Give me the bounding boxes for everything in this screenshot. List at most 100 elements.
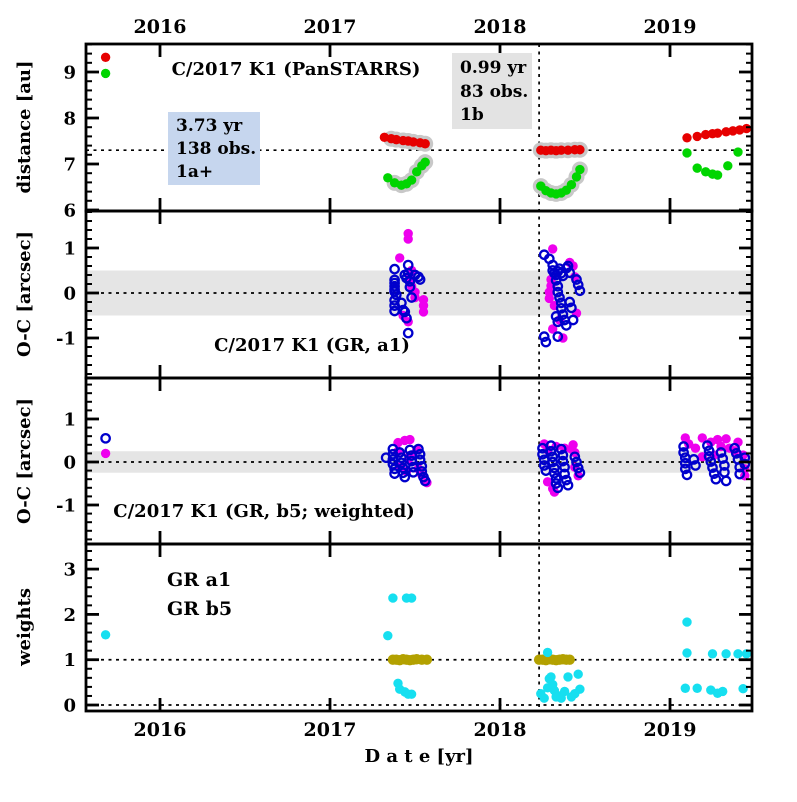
panel-points bbox=[100, 593, 752, 703]
data-point bbox=[562, 260, 574, 272]
data-point bbox=[692, 131, 702, 142]
data-point bbox=[568, 440, 578, 450]
data-point bbox=[556, 145, 566, 155]
data-point bbox=[571, 456, 582, 468]
data-point bbox=[100, 448, 111, 459]
data-point bbox=[389, 263, 400, 275]
data-point bbox=[550, 311, 562, 322]
data-point bbox=[550, 472, 562, 484]
data-point bbox=[549, 467, 560, 479]
data-point bbox=[678, 441, 689, 452]
data-point bbox=[692, 683, 702, 693]
panel1-ylabel: distance [au] bbox=[14, 60, 35, 193]
data-point bbox=[567, 314, 579, 326]
solution-1b-line-3: 1b bbox=[460, 105, 484, 125]
data-point bbox=[564, 267, 576, 279]
data-point bbox=[734, 468, 746, 480]
data-point bbox=[563, 672, 573, 682]
data-point bbox=[406, 175, 417, 185]
data-point bbox=[707, 462, 718, 473]
data-point bbox=[682, 617, 692, 627]
y-tick-label: 0 bbox=[63, 283, 76, 304]
data-point bbox=[549, 462, 560, 474]
data-point bbox=[564, 654, 575, 665]
data-point bbox=[406, 689, 417, 699]
data-point bbox=[406, 593, 417, 603]
x-tick-label-bottom: 2016 bbox=[134, 719, 187, 741]
data-point bbox=[540, 336, 552, 348]
data-point bbox=[575, 164, 585, 175]
data-point bbox=[730, 448, 742, 459]
data-point bbox=[420, 139, 430, 149]
data-point bbox=[419, 475, 431, 487]
data-point bbox=[544, 293, 554, 304]
data-point bbox=[387, 448, 399, 460]
data-point bbox=[712, 128, 723, 138]
data-point bbox=[719, 460, 730, 471]
data-point bbox=[401, 312, 412, 324]
data-point bbox=[396, 457, 407, 469]
data-point bbox=[390, 289, 402, 301]
data-point bbox=[703, 451, 715, 462]
data-point bbox=[383, 173, 393, 183]
data-point bbox=[733, 649, 743, 659]
panel-points bbox=[100, 52, 752, 202]
data-point bbox=[712, 170, 723, 180]
panel-frame bbox=[84, 542, 754, 713]
y-tick-label: 3 bbox=[63, 560, 76, 581]
data-point bbox=[413, 443, 424, 455]
y-tick-label: 9 bbox=[63, 63, 76, 84]
data-point bbox=[552, 286, 564, 298]
data-point bbox=[545, 445, 557, 457]
data-point bbox=[702, 440, 713, 451]
panel-points bbox=[100, 432, 751, 497]
y-tick-label: 0 bbox=[63, 452, 76, 473]
data-point bbox=[562, 479, 574, 491]
legend-gr-a1: GR a1 bbox=[167, 569, 231, 591]
data-point bbox=[414, 274, 426, 285]
data-point bbox=[682, 148, 692, 158]
panel1-title: C/2017 K1 (PanSTARRS) bbox=[172, 59, 421, 80]
solution-1b-info-box bbox=[452, 53, 532, 129]
data-point bbox=[559, 461, 570, 473]
data-point bbox=[100, 630, 111, 640]
solution-1a-info-box bbox=[168, 112, 260, 185]
data-point bbox=[692, 163, 702, 173]
x-axis-label: D a t e [yr] bbox=[364, 746, 473, 767]
data-point bbox=[405, 434, 415, 445]
y-tick-label: 2 bbox=[63, 605, 76, 626]
data-point bbox=[554, 292, 565, 303]
y-tick-label: 1 bbox=[63, 238, 76, 259]
panel2-title: C/2017 K1 (GR, a1) bbox=[214, 335, 410, 356]
data-point bbox=[548, 324, 558, 334]
data-point bbox=[720, 475, 732, 487]
data-point bbox=[404, 281, 416, 293]
data-point bbox=[552, 280, 564, 292]
data-point bbox=[420, 157, 430, 167]
data-point bbox=[571, 172, 582, 182]
x-tick-label-top: 2016 bbox=[134, 16, 187, 38]
data-point bbox=[718, 686, 728, 697]
solution-1b-line-2: 83 obs. bbox=[460, 82, 528, 102]
data-point bbox=[555, 302, 567, 314]
panel3-ylabel: O-C [arcsec] bbox=[14, 398, 35, 524]
x-tick-label-top: 2017 bbox=[304, 16, 357, 38]
data-point bbox=[703, 445, 715, 457]
panel3-title: C/2017 K1 (GR, b5; weighted) bbox=[113, 501, 414, 522]
data-point bbox=[575, 684, 585, 694]
data-point bbox=[396, 452, 407, 464]
data-point bbox=[555, 443, 567, 455]
y-tick-label: 0 bbox=[63, 696, 76, 717]
data-point bbox=[399, 471, 411, 483]
data-point bbox=[574, 467, 586, 479]
data-point bbox=[383, 631, 393, 641]
data-point bbox=[678, 447, 689, 458]
data-point bbox=[545, 440, 557, 451]
data-point bbox=[402, 327, 414, 339]
y-tick-label: 6 bbox=[63, 200, 76, 221]
data-point bbox=[403, 234, 413, 244]
y-tick-label: -1 bbox=[56, 328, 76, 349]
solution-1b-line-1: 0.99 yr bbox=[460, 58, 527, 78]
data-point bbox=[575, 145, 585, 155]
